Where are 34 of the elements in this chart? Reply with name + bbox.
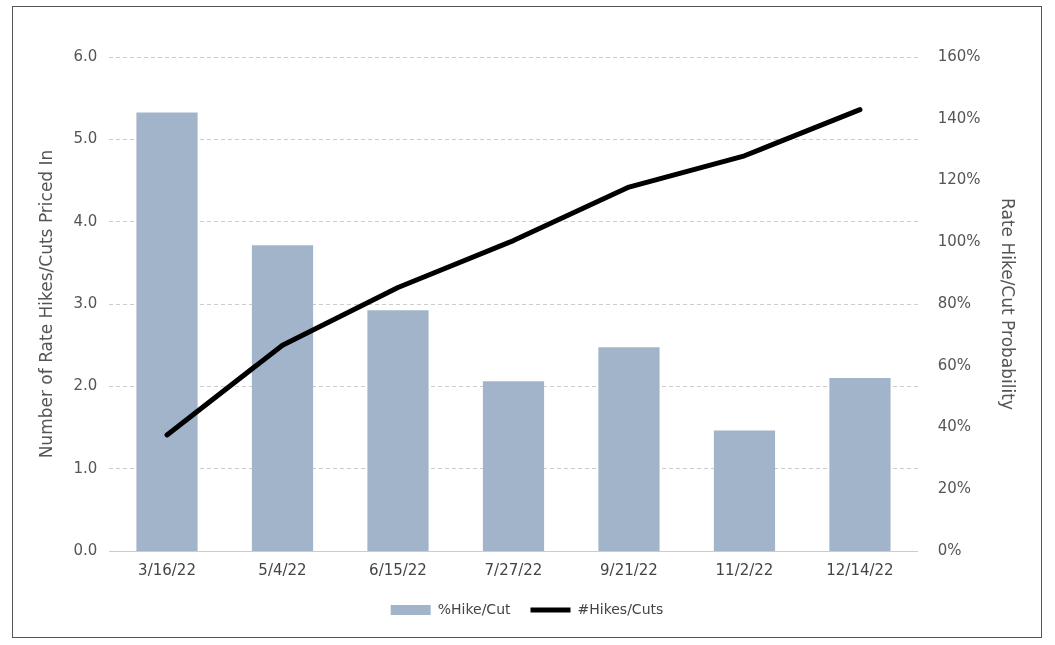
x-tick-label: 5/4/22 bbox=[258, 560, 307, 579]
bar bbox=[713, 430, 776, 551]
x-tick-label: 9/21/22 bbox=[600, 560, 658, 579]
y2-tick-label: 160% bbox=[937, 46, 981, 65]
x-tick-label: 11/2/22 bbox=[715, 560, 774, 579]
y2-tick-label: 0% bbox=[937, 540, 962, 559]
legend-label: %Hike/Cut bbox=[437, 600, 511, 617]
x-tick-label: 3/16/22 bbox=[138, 560, 196, 579]
x-tick-label: 7/27/22 bbox=[484, 560, 543, 579]
y-tick-label: 1.0 bbox=[73, 458, 98, 477]
y2-tick-label: 20% bbox=[937, 479, 972, 498]
y2-tick-label: 40% bbox=[937, 417, 972, 436]
y-tick-label: 6.0 bbox=[73, 46, 98, 65]
bar bbox=[136, 112, 198, 551]
y-tick-label: 5.0 bbox=[73, 129, 98, 148]
bar bbox=[251, 245, 314, 551]
y-tick-label: 3.0 bbox=[73, 293, 98, 312]
bar bbox=[482, 381, 545, 551]
bar bbox=[829, 378, 891, 551]
x-tick-label: 6/15/22 bbox=[369, 560, 427, 579]
x-tick-label: 12/14/22 bbox=[826, 560, 894, 579]
y-tick-label: 0.0 bbox=[73, 540, 98, 559]
bar bbox=[367, 310, 429, 551]
y-tick-label: 4.0 bbox=[73, 211, 98, 230]
legend-label: #Hikes/Cuts bbox=[577, 600, 664, 617]
y2-axis-title: Rate Hike/Cut Probability bbox=[998, 198, 1019, 410]
y2-tick-label: 80% bbox=[937, 293, 972, 312]
y-tick-label: 2.0 bbox=[73, 376, 98, 395]
y2-tick-label: 100% bbox=[937, 232, 981, 251]
y2-tick-label: 140% bbox=[937, 108, 981, 127]
y2-tick-label: 120% bbox=[937, 170, 981, 189]
y2-tick-label: 60% bbox=[937, 355, 972, 374]
y-axis-title: Number of Rate Hikes/Cuts Priced In bbox=[35, 149, 56, 459]
bar bbox=[598, 347, 660, 551]
